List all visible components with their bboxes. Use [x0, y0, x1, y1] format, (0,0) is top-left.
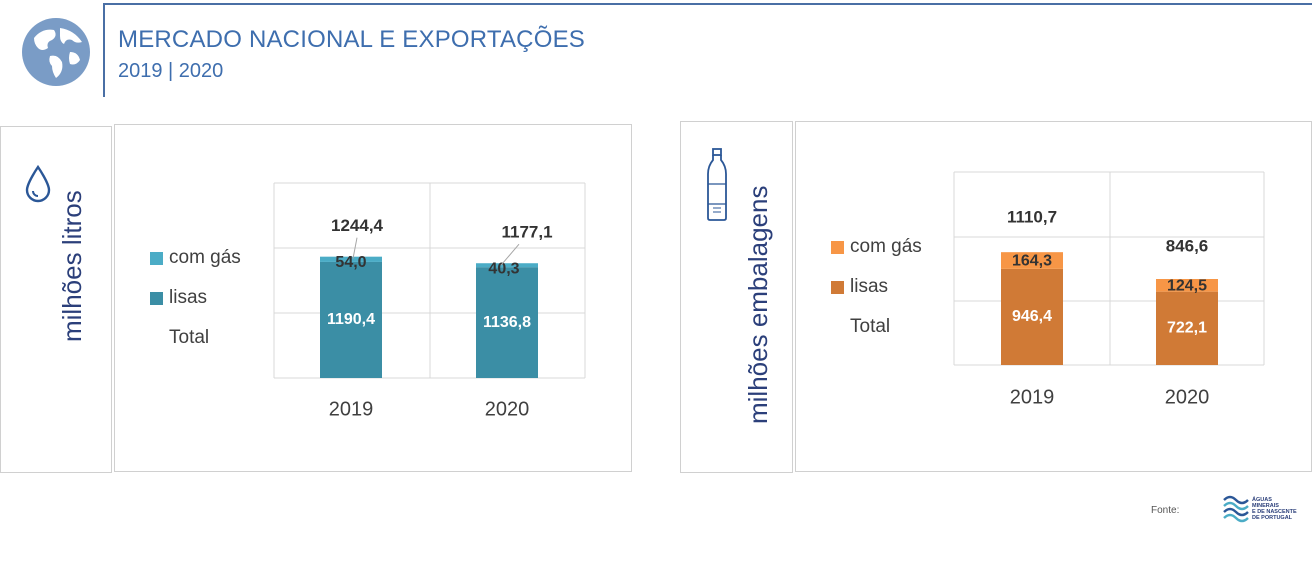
- page-title: MERCADO NACIONAL E EXPORTAÇÕES: [118, 26, 585, 53]
- data-label-com-gas-2019: 164,3: [1012, 253, 1052, 270]
- data-label-total-2019: 1110,7: [1007, 208, 1057, 227]
- water-drop-icon: [25, 165, 51, 203]
- bar-lisas-2019: [320, 261, 382, 378]
- data-label-total-2020: 1177,1: [501, 223, 552, 242]
- data-label-total-2019: 1244,4: [331, 216, 384, 235]
- legend-item-total: Total: [150, 318, 241, 358]
- packages-label-panel: [680, 121, 793, 473]
- logo-line: MINERAIS: [1252, 503, 1279, 509]
- logo-line: E DE NASCENTE: [1252, 509, 1297, 515]
- x-tick-label-2019: 2019: [329, 398, 374, 420]
- data-label-total-2020: 846,6: [1166, 236, 1209, 255]
- x-tick-label-2019: 2019: [1010, 386, 1055, 408]
- legend-label: lisas: [850, 276, 889, 297]
- legend-item-total: Total: [831, 307, 922, 347]
- data-label-lisas-2020: 1136,8: [483, 314, 531, 331]
- data-label-com-gas-2019: 54,0: [335, 254, 366, 271]
- legend-label: com gás: [850, 236, 922, 257]
- bar-com-gás-2020: [476, 263, 538, 268]
- page-subtitle: 2019 | 2020: [118, 60, 224, 82]
- liters-legend: com gás lisas Total: [150, 238, 241, 358]
- legend-item-lisas: lisas: [831, 267, 922, 307]
- packages-legend: com gás lisas Total: [831, 227, 922, 347]
- globe-icon: [22, 18, 90, 86]
- x-tick-label-2020: 2020: [485, 398, 530, 420]
- x-tick-label-2020: 2020: [1165, 386, 1210, 408]
- legend-item-com-gas: com gás: [150, 238, 241, 278]
- legend-label: com gás: [169, 247, 241, 268]
- bar-com-gás-2019: [1001, 252, 1063, 269]
- legend-label: Total: [850, 316, 891, 337]
- legend-swatch: [150, 251, 163, 265]
- liters-label-panel: [0, 126, 112, 473]
- logo-line: ÁGUAS: [1252, 496, 1272, 503]
- legend-item-com-gas: com gás: [831, 227, 922, 267]
- bar-com-gás-2019: [320, 256, 382, 262]
- header-divider: [103, 3, 105, 97]
- legend-item-lisas: lisas: [150, 278, 241, 318]
- data-label-lisas-2019: 1190,4: [327, 311, 375, 328]
- data-label-com-gas-2020: 124,5: [1167, 278, 1207, 295]
- legend-swatch: [831, 280, 844, 294]
- total-leader-line: [352, 237, 358, 259]
- bottle-icon: [707, 148, 727, 221]
- total-leader-line: [500, 243, 520, 266]
- data-label-lisas-2019: 946,4: [1012, 308, 1052, 325]
- source-label: Fonte:: [1151, 505, 1180, 516]
- bar-lisas-2020: [476, 267, 538, 378]
- logo-line: DE PORTUGAL: [1252, 515, 1293, 521]
- data-label-com-gas-2020: 40,3: [488, 260, 519, 277]
- bar-lisas-2020: [1156, 291, 1218, 365]
- bar-com-gás-2020: [1156, 279, 1218, 292]
- legend-swatch: [150, 291, 163, 305]
- legend-label: Total: [169, 327, 210, 348]
- aguas-minerais-logo: ÁGUAS MINERAIS E DE NASCENTE DE PORTUGAL: [1223, 495, 1297, 523]
- header-top-rule: [104, 3, 1312, 5]
- legend-label: lisas: [169, 287, 208, 308]
- data-label-lisas-2020: 722,1: [1167, 320, 1207, 337]
- legend-swatch: [831, 240, 844, 254]
- bar-lisas-2019: [1001, 268, 1063, 365]
